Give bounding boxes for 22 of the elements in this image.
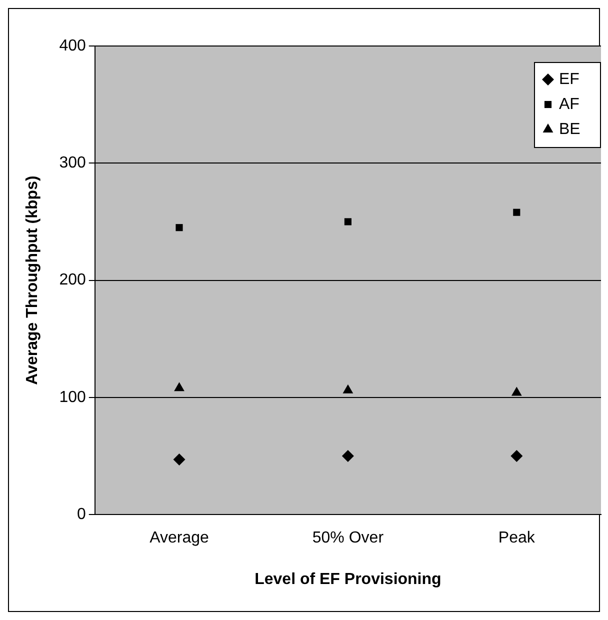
point — [176, 224, 183, 232]
x-tick-label: Peak — [498, 530, 536, 547]
y-tick-label: 300 — [59, 154, 86, 172]
point — [342, 384, 354, 394]
point — [174, 382, 184, 392]
point — [344, 218, 352, 226]
y-tick-label: 200 — [59, 272, 86, 289]
y-tick-label: 0 — [76, 506, 86, 524]
point — [511, 386, 522, 396]
legend-label: BE — [559, 120, 580, 138]
y-tick-label: 400 — [59, 37, 86, 54]
y-tick-label: 100 — [59, 388, 86, 406]
point — [510, 450, 523, 462]
legend-label: AF — [559, 96, 580, 113]
x-tick-label: Average — [150, 530, 209, 547]
x-axis-title: Level of EF Provisioning — [254, 570, 442, 588]
point — [173, 454, 186, 466]
point — [513, 208, 520, 216]
legend-label: EF — [559, 70, 580, 88]
x-tick-label: 50% Over — [312, 530, 384, 547]
y-axis-title: Average Throughput (kbps) — [24, 176, 42, 385]
point — [342, 450, 354, 462]
